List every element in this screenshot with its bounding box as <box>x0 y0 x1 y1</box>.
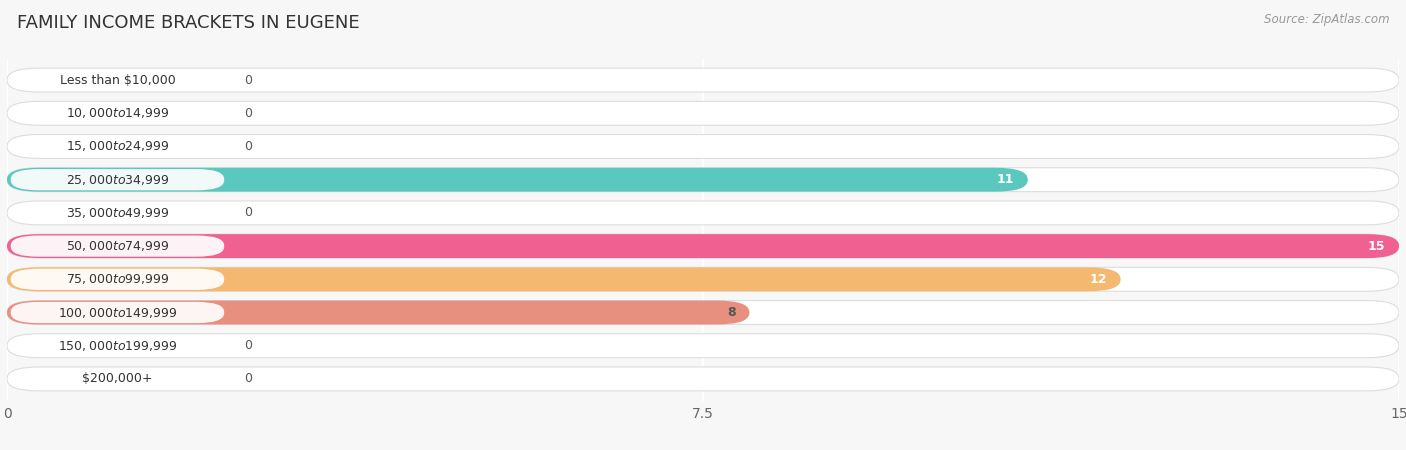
FancyBboxPatch shape <box>7 267 1399 291</box>
Text: Source: ZipAtlas.com: Source: ZipAtlas.com <box>1264 14 1389 27</box>
Text: $200,000+: $200,000+ <box>82 373 153 385</box>
FancyBboxPatch shape <box>7 367 1399 391</box>
FancyBboxPatch shape <box>7 101 1399 125</box>
Text: 0: 0 <box>243 107 252 120</box>
Text: $150,000 to $199,999: $150,000 to $199,999 <box>58 339 177 353</box>
FancyBboxPatch shape <box>11 169 224 190</box>
FancyBboxPatch shape <box>7 201 1399 225</box>
FancyBboxPatch shape <box>11 302 224 323</box>
Text: $25,000 to $34,999: $25,000 to $34,999 <box>66 173 169 187</box>
Text: 15: 15 <box>1368 239 1385 252</box>
FancyBboxPatch shape <box>7 68 1399 92</box>
FancyBboxPatch shape <box>7 334 1399 358</box>
FancyBboxPatch shape <box>7 168 1028 192</box>
Text: 12: 12 <box>1090 273 1107 286</box>
FancyBboxPatch shape <box>7 301 749 324</box>
FancyBboxPatch shape <box>11 136 224 157</box>
FancyBboxPatch shape <box>11 335 224 356</box>
FancyBboxPatch shape <box>7 301 1399 324</box>
FancyBboxPatch shape <box>11 235 224 257</box>
FancyBboxPatch shape <box>11 69 224 91</box>
Text: 0: 0 <box>243 207 252 220</box>
Text: $50,000 to $74,999: $50,000 to $74,999 <box>66 239 169 253</box>
FancyBboxPatch shape <box>11 103 224 124</box>
Text: 0: 0 <box>243 140 252 153</box>
Text: $100,000 to $149,999: $100,000 to $149,999 <box>58 306 177 320</box>
FancyBboxPatch shape <box>7 234 1399 258</box>
FancyBboxPatch shape <box>11 202 224 224</box>
FancyBboxPatch shape <box>11 269 224 290</box>
Text: $75,000 to $99,999: $75,000 to $99,999 <box>66 272 169 286</box>
Text: 0: 0 <box>243 339 252 352</box>
FancyBboxPatch shape <box>7 168 1399 192</box>
Text: $10,000 to $14,999: $10,000 to $14,999 <box>66 106 169 120</box>
Text: FAMILY INCOME BRACKETS IN EUGENE: FAMILY INCOME BRACKETS IN EUGENE <box>17 14 360 32</box>
Text: $15,000 to $24,999: $15,000 to $24,999 <box>66 140 169 153</box>
Text: 8: 8 <box>727 306 735 319</box>
Text: 0: 0 <box>243 74 252 86</box>
Text: $35,000 to $49,999: $35,000 to $49,999 <box>66 206 169 220</box>
FancyBboxPatch shape <box>7 234 1399 258</box>
FancyBboxPatch shape <box>11 368 224 390</box>
FancyBboxPatch shape <box>7 135 1399 158</box>
Text: 11: 11 <box>997 173 1014 186</box>
Text: Less than $10,000: Less than $10,000 <box>59 74 176 86</box>
Text: 0: 0 <box>243 373 252 385</box>
FancyBboxPatch shape <box>7 267 1121 291</box>
